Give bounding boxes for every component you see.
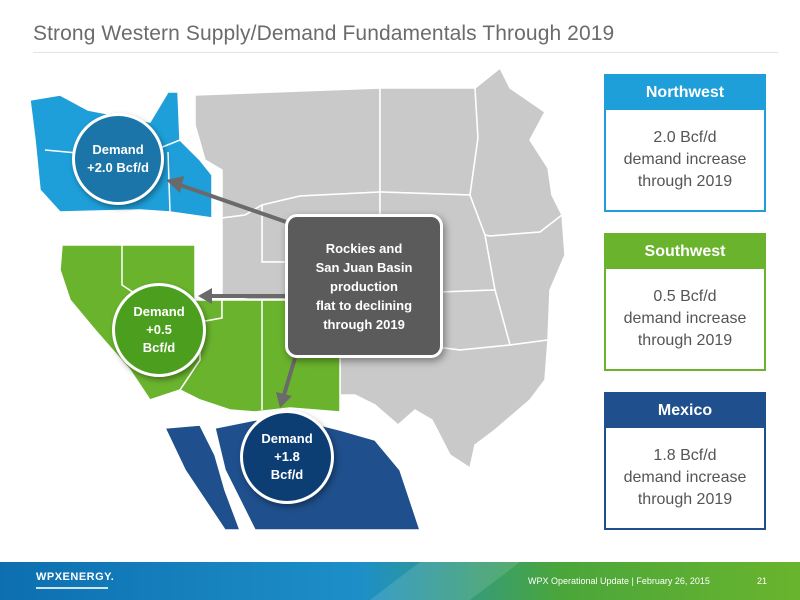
- bubble-label: Demand: [261, 431, 313, 446]
- arrowhead-mexico: [276, 392, 292, 408]
- card-text: demand increase: [623, 469, 747, 486]
- card-title: Northwest: [606, 76, 764, 110]
- page-title: Strong Western Supply/Demand Fundamental…: [33, 22, 615, 45]
- logo-underline: [36, 587, 108, 589]
- bubble-unit: Bcf/d: [270, 467, 304, 482]
- flow-arrows: [166, 176, 297, 408]
- bubble-unit: Bcf/d: [142, 340, 176, 355]
- page-number: 21: [757, 576, 768, 586]
- bubble-value: +0.5: [146, 322, 172, 337]
- card-body: 2.0 Bcf/d demand increase through 2019: [606, 110, 764, 210]
- rockies-callout: Rockies and San Juan Basin production fl…: [285, 214, 443, 358]
- card-body: 1.8 Bcf/d demand increase through 2019: [606, 428, 764, 528]
- arrow-to-mexico: [282, 357, 297, 396]
- bubble-label: Demand: [133, 304, 185, 319]
- callout-line: through 2019: [323, 316, 405, 332]
- callout-line: Rockies and: [325, 240, 403, 256]
- northwest-demand-bubble: Demand +2.0 Bcf/d: [72, 113, 164, 205]
- title-divider: [33, 52, 778, 53]
- card-title: Southwest: [606, 235, 764, 269]
- card-text: through 2019: [637, 173, 733, 190]
- minnesota-iowa-state: [469, 66, 563, 237]
- dakotas-state: [379, 87, 479, 196]
- card-title: Mexico: [606, 394, 764, 428]
- footer-background: [0, 562, 800, 600]
- bubble-label: Demand: [92, 142, 144, 157]
- footer-accent: [370, 562, 520, 600]
- card-value: 0.5 Bcf/d: [653, 288, 717, 305]
- texas-state: [339, 339, 549, 470]
- missouri-arkansas-state: [484, 213, 566, 346]
- baja-california-state: [163, 424, 242, 531]
- callout-line: flat to declining: [315, 297, 413, 313]
- southwest-card: Southwest 0.5 Bcf/d demand increase thro…: [604, 233, 766, 371]
- footer-band: [0, 562, 800, 600]
- bubble-value: +2.0 Bcf/d: [87, 160, 149, 175]
- northwest-card: Northwest 2.0 Bcf/d demand increase thro…: [604, 74, 766, 212]
- bubble-value: +1.8: [274, 449, 300, 464]
- card-body: 0.5 Bcf/d demand increase through 2019: [606, 269, 764, 369]
- callout-line: production: [330, 278, 398, 294]
- card-text: through 2019: [637, 332, 733, 349]
- southwest-demand-bubble: Demand +0.5 Bcf/d: [112, 283, 206, 377]
- wpx-logo: WPXENERGY.: [36, 571, 115, 583]
- callout-line: San Juan Basin: [315, 259, 413, 275]
- card-text: through 2019: [637, 491, 733, 508]
- card-value: 1.8 Bcf/d: [653, 447, 717, 464]
- card-text: demand increase: [623, 151, 747, 168]
- mexico-demand-bubble: Demand +1.8 Bcf/d: [240, 410, 334, 504]
- card-value: 2.0 Bcf/d: [653, 129, 717, 146]
- arrowhead-southwest: [198, 288, 212, 304]
- arrow-to-northwest: [179, 183, 296, 227]
- card-text: demand increase: [623, 310, 747, 327]
- arrowhead-northwest: [166, 176, 184, 193]
- mexico-card: Mexico 1.8 Bcf/d demand increase through…: [604, 392, 766, 530]
- footer-caption: WPX Operational Update | February 26, 20…: [528, 576, 710, 586]
